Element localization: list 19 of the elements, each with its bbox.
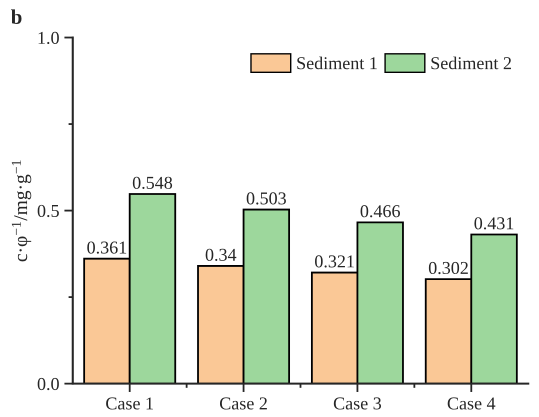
data-label: 0.431 [474,217,514,230]
legend-label: Sediment 1 [297,56,377,70]
data-label: 0.34 [206,248,236,261]
data-label: 0.548 [132,176,172,189]
x-tick-label: Case 3 [334,397,382,410]
data-label: 0.503 [246,192,286,205]
x-tick-label: Case 4 [448,397,496,410]
data-label: 0.321 [315,255,354,268]
y-tick-label: 0.5 [38,204,59,218]
y-axis-title: c·φ$^{−1}$/mg·g$^{−1}$ [12,160,32,262]
y-tick-label: 0.0 [38,378,59,390]
y-tick-label: 1.0 [38,32,59,44]
text: b [11,9,22,24]
data-label: 0.302 [428,262,468,274]
x-tick-label: Case 1 [106,397,153,410]
data-label: 0.466 [360,205,400,218]
x-tick-label: Case 2 [220,397,267,410]
legend-label: Sediment 2 [431,56,511,70]
data-label: 0.361 [87,241,126,254]
